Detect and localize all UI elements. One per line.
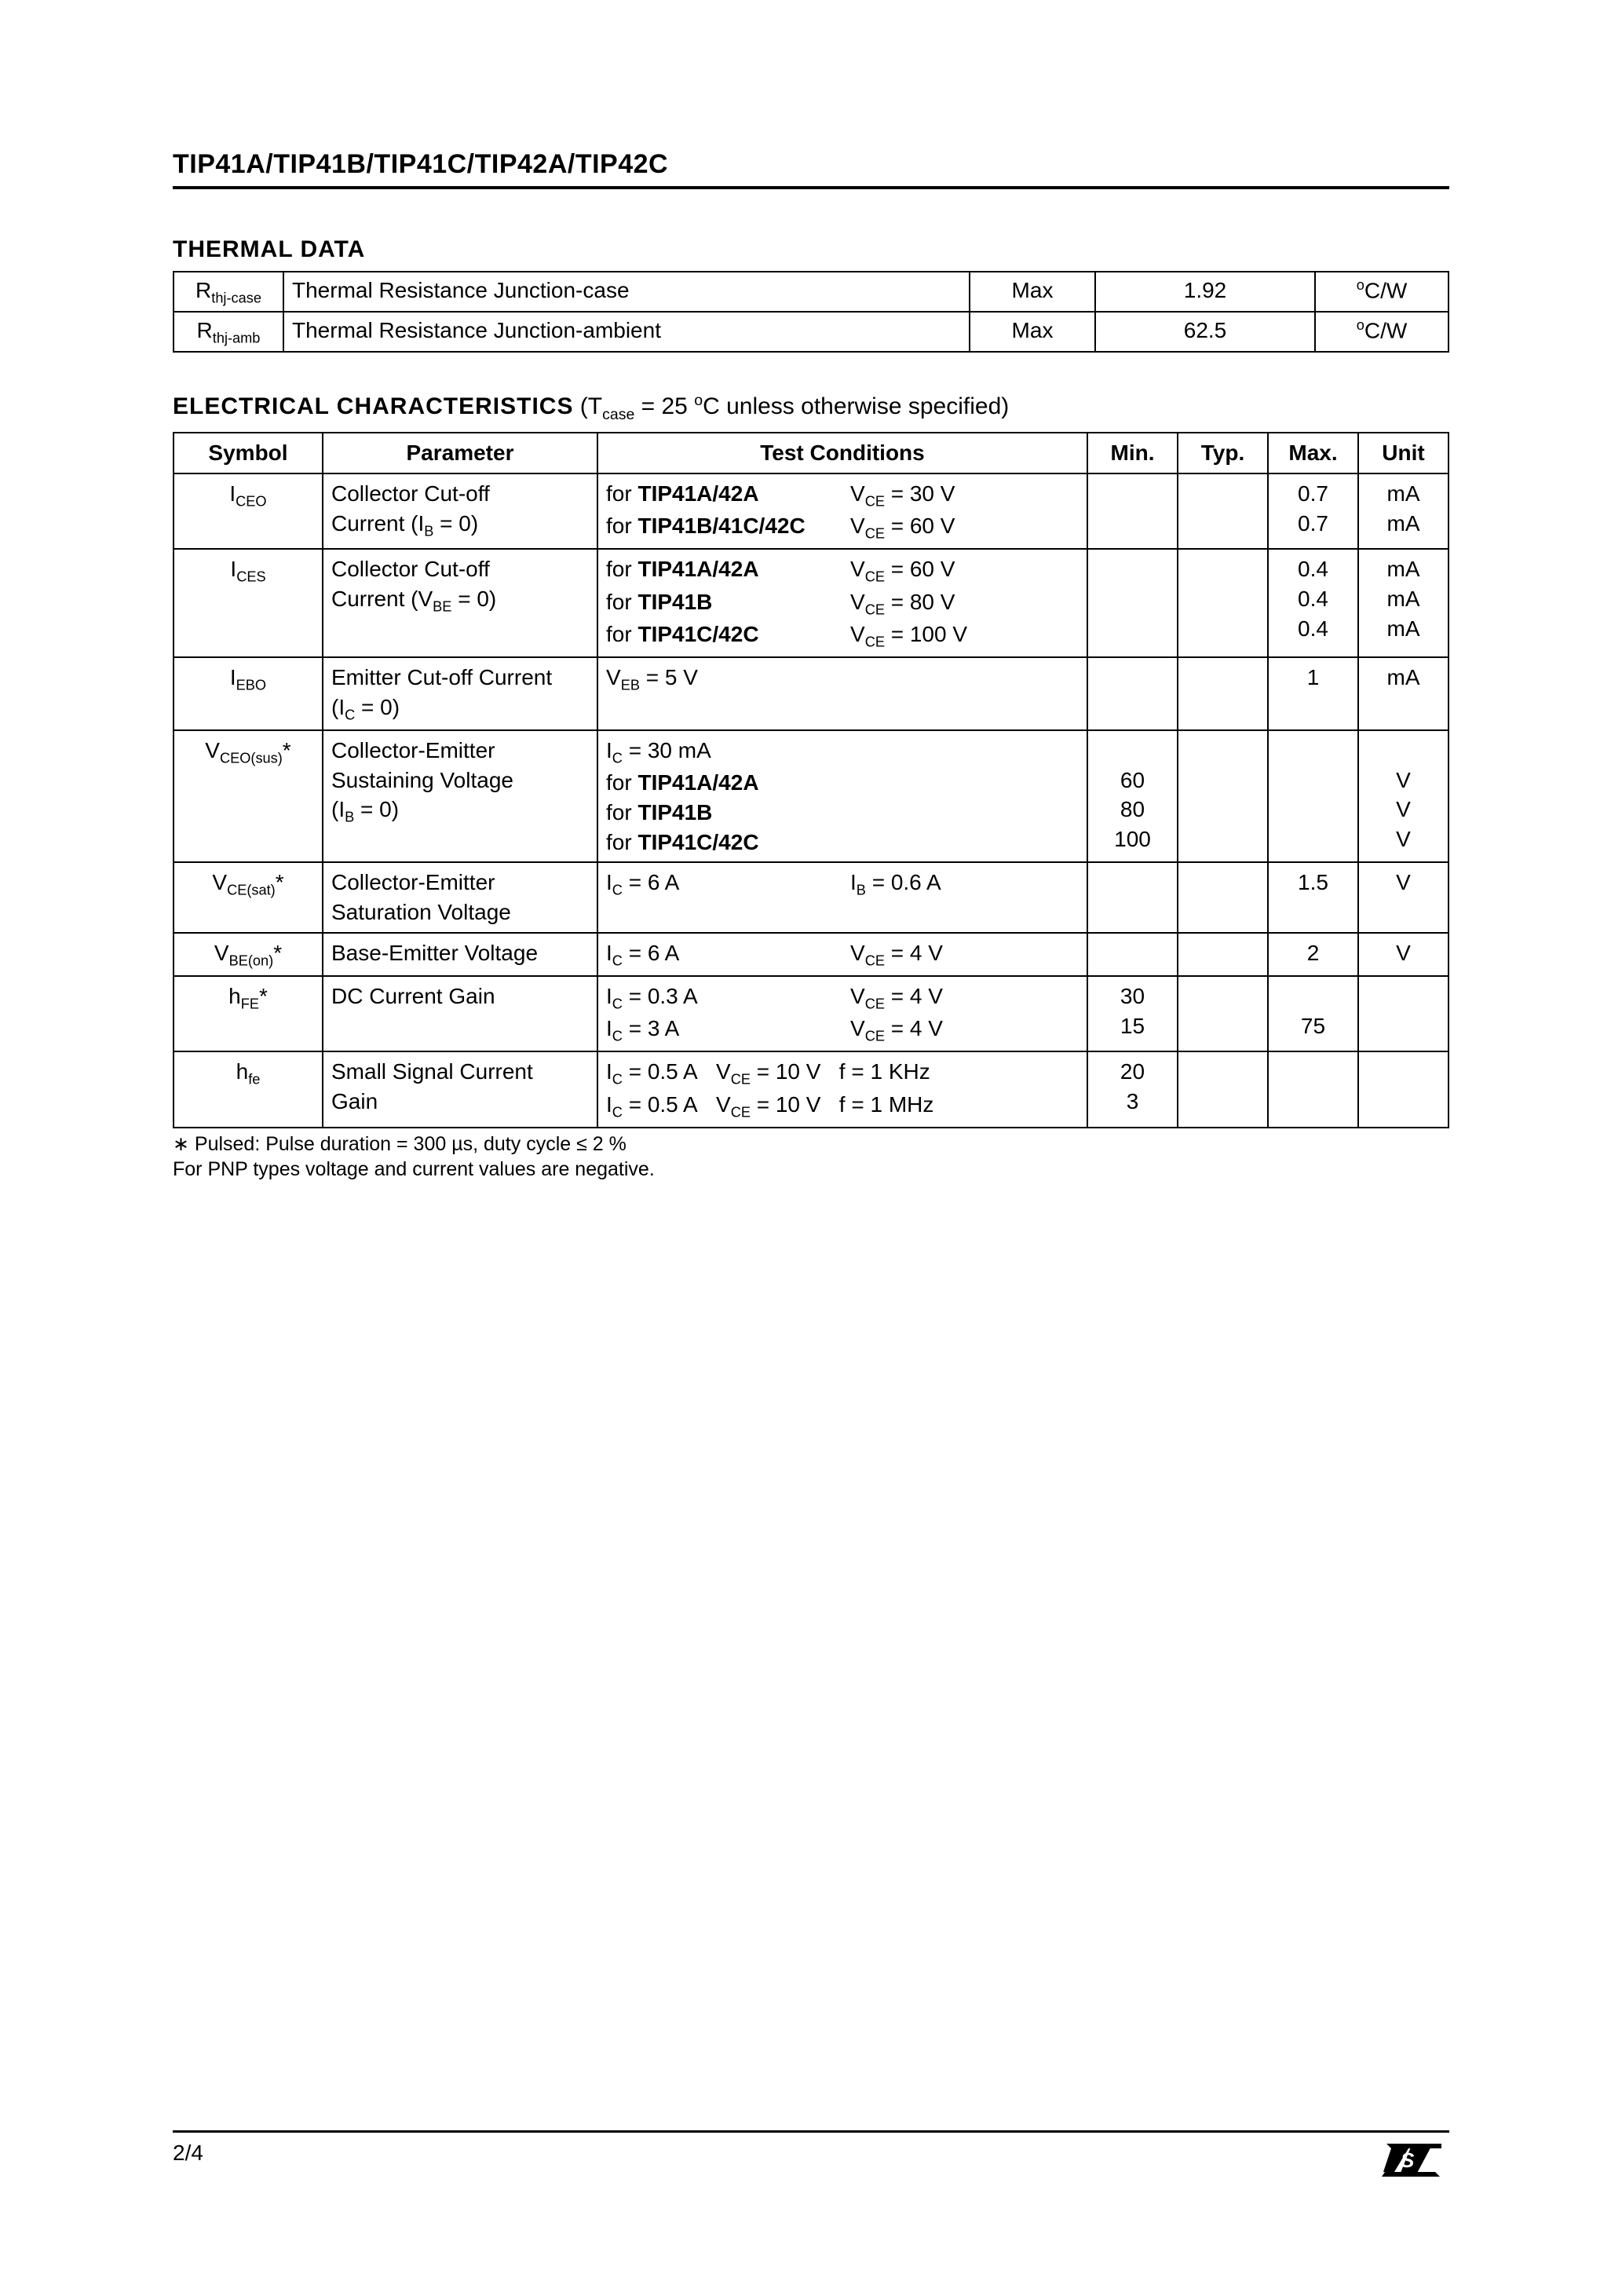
column-header: Test Conditions <box>597 433 1087 473</box>
st-logo-icon: S <box>1379 2141 1449 2178</box>
table-row: VCE(sat)*Collector-EmitterSaturation Vol… <box>174 862 1448 933</box>
footnote-1: ∗ Pulsed: Pulse duration = 300 µs, duty … <box>173 1132 1449 1157</box>
column-header: Unit <box>1358 433 1448 473</box>
table-row: hfeSmall Signal CurrentGainIC = 0.5 A VC… <box>174 1051 1448 1127</box>
table-row: VBE(on)*Base-Emitter VoltageIC = 6 AVCE … <box>174 933 1448 976</box>
column-header: Typ. <box>1178 433 1268 473</box>
table-row: ICEOCollector Cut-offCurrent (IB = 0)for… <box>174 473 1448 549</box>
svg-text:S: S <box>1401 2148 1415 2172</box>
footnote-2: For PNP types voltage and current values… <box>173 1157 1449 1183</box>
elec-heading: ELECTRICAL CHARACTERISTICS (Tcase = 25 o… <box>173 392 1449 424</box>
table-row: ICESCollector Cut-offCurrent (VBE = 0)fo… <box>174 549 1448 656</box>
thermal-heading: THERMAL DATA <box>173 236 1449 263</box>
table-row: IEBOEmitter Cut-off Current(IC = 0)VEB =… <box>174 657 1448 730</box>
column-header: Parameter <box>323 433 597 473</box>
page-footer: 2/4 S <box>173 2130 1449 2178</box>
page-number: 2/4 <box>173 2141 203 2166</box>
elec-table: SymbolParameterTest ConditionsMin.Typ.Ma… <box>173 432 1449 1128</box>
page-title: TIP41A/TIP41B/TIP41C/TIP42A/TIP42C <box>173 149 1449 189</box>
footnotes: ∗ Pulsed: Pulse duration = 300 µs, duty … <box>173 1132 1449 1183</box>
thermal-table: Rthj-caseThermal Resistance Junction-cas… <box>173 271 1449 353</box>
table-row: hFE*DC Current GainIC = 0.3 AVCE = 4 VIC… <box>174 976 1448 1051</box>
table-row: VCEO(sus)*Collector-EmitterSustaining Vo… <box>174 730 1448 863</box>
table-row: Rthj-caseThermal Resistance Junction-cas… <box>174 272 1448 312</box>
column-header: Symbol <box>174 433 323 473</box>
table-row: Rthj-ambThermal Resistance Junction-ambi… <box>174 312 1448 352</box>
column-header: Min. <box>1087 433 1178 473</box>
column-header: Max. <box>1268 433 1358 473</box>
